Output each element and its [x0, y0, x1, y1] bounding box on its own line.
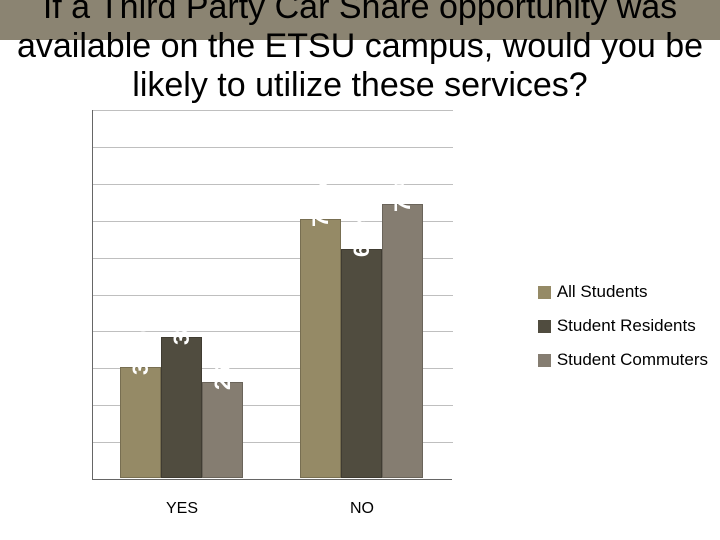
legend: All Students Student Residents Student C… [538, 275, 708, 377]
gridline [93, 110, 453, 111]
chart-title: If a Third Party Car Share opportunity w… [0, 0, 720, 105]
gridline [93, 147, 453, 148]
bar-label: 62% [349, 205, 375, 265]
plot: 30% 38% 26% 70% 62% 74% [92, 110, 452, 480]
legend-item: Student Residents [538, 309, 708, 343]
xtick-yes: YES [122, 500, 242, 518]
bar-no-residents [341, 249, 382, 478]
legend-label: Student Commuters [557, 343, 708, 377]
bar-label: 74% [390, 160, 416, 220]
legend-item: All Students [538, 275, 708, 309]
bar-no-all [300, 219, 341, 478]
bar-yes-all [120, 367, 161, 478]
bar-label: 26% [210, 338, 236, 398]
bar-label: 70% [308, 175, 334, 235]
bar-label: 30% [128, 323, 154, 383]
legend-label: Student Residents [557, 309, 696, 343]
bar-yes-residents [161, 337, 202, 478]
legend-swatch-all [538, 286, 551, 299]
chart-area: 30% 38% 26% 70% 62% 74% YES NO [92, 110, 452, 480]
legend-label: All Students [557, 275, 648, 309]
legend-swatch-commuters [538, 354, 551, 367]
legend-swatch-residents [538, 320, 551, 333]
y-axis: 100% 90% 80% 70% 60% 50% 40% 30% 20% 10%… [25, 110, 85, 480]
legend-item: Student Commuters [538, 343, 708, 377]
xtick-no: NO [302, 500, 422, 518]
bar-no-commuters [382, 204, 423, 478]
bar-label: 38% [169, 293, 195, 353]
